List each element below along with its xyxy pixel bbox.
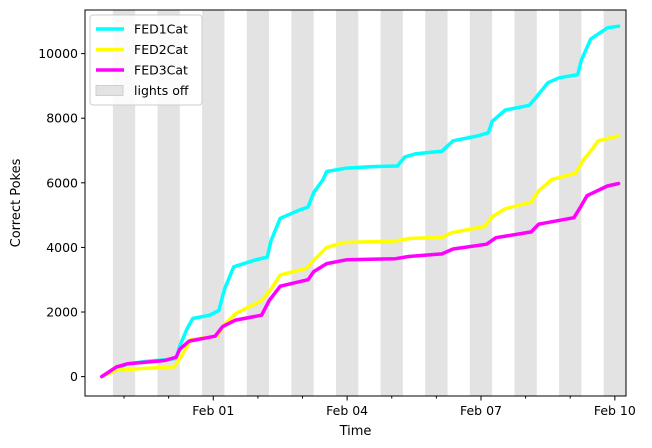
lights-off-band — [291, 10, 314, 396]
lights-off-band — [425, 10, 448, 396]
legend-label: FED1Cat — [134, 22, 188, 37]
lights-off-band — [380, 10, 403, 396]
legend-frame — [89, 14, 203, 106]
x-axis-label: Time — [339, 424, 372, 439]
x-tick-label: Feb 01 — [192, 403, 234, 418]
lights-off-band — [603, 10, 626, 396]
lights-off-band — [559, 10, 582, 396]
legend: FED1Cat FED2Cat FED3Cat lights off — [89, 14, 203, 106]
lights-off-band — [335, 10, 359, 396]
lights-off-band — [157, 10, 180, 396]
series-lines — [99, 24, 621, 379]
x-tick-label: Feb 04 — [326, 403, 368, 418]
legend-label: FED2Cat — [134, 42, 188, 57]
y-tick-label: 0 — [70, 369, 78, 384]
x-tick-label: Feb 10 — [594, 403, 636, 418]
y-axis: 0 2000 4000 6000 8000 10000 — [38, 46, 85, 384]
series-line — [99, 181, 621, 379]
x-tick-label: Feb 07 — [460, 403, 502, 418]
legend-label: FED3Cat — [134, 63, 188, 78]
lights-off-band — [246, 10, 270, 396]
lights-off-band — [469, 10, 493, 396]
y-tick-label: 8000 — [46, 111, 78, 126]
y-axis-label: Correct Pokes — [9, 158, 24, 247]
y-tick-label: 6000 — [46, 175, 78, 190]
plot-frame — [84, 9, 627, 397]
series-line — [99, 24, 621, 379]
legend-label: lights off — [134, 83, 189, 98]
lights-off-bands — [112, 10, 626, 396]
x-axis: Feb 01 Feb 04 Feb 07 Feb 10 — [123, 396, 636, 418]
lights-off-band — [202, 10, 225, 396]
y-tick-label: 2000 — [46, 305, 78, 320]
y-tick-label: 4000 — [46, 240, 78, 255]
legend-swatch — [95, 85, 124, 96]
y-tick-label: 10000 — [38, 46, 78, 61]
lights-off-band — [112, 10, 136, 396]
